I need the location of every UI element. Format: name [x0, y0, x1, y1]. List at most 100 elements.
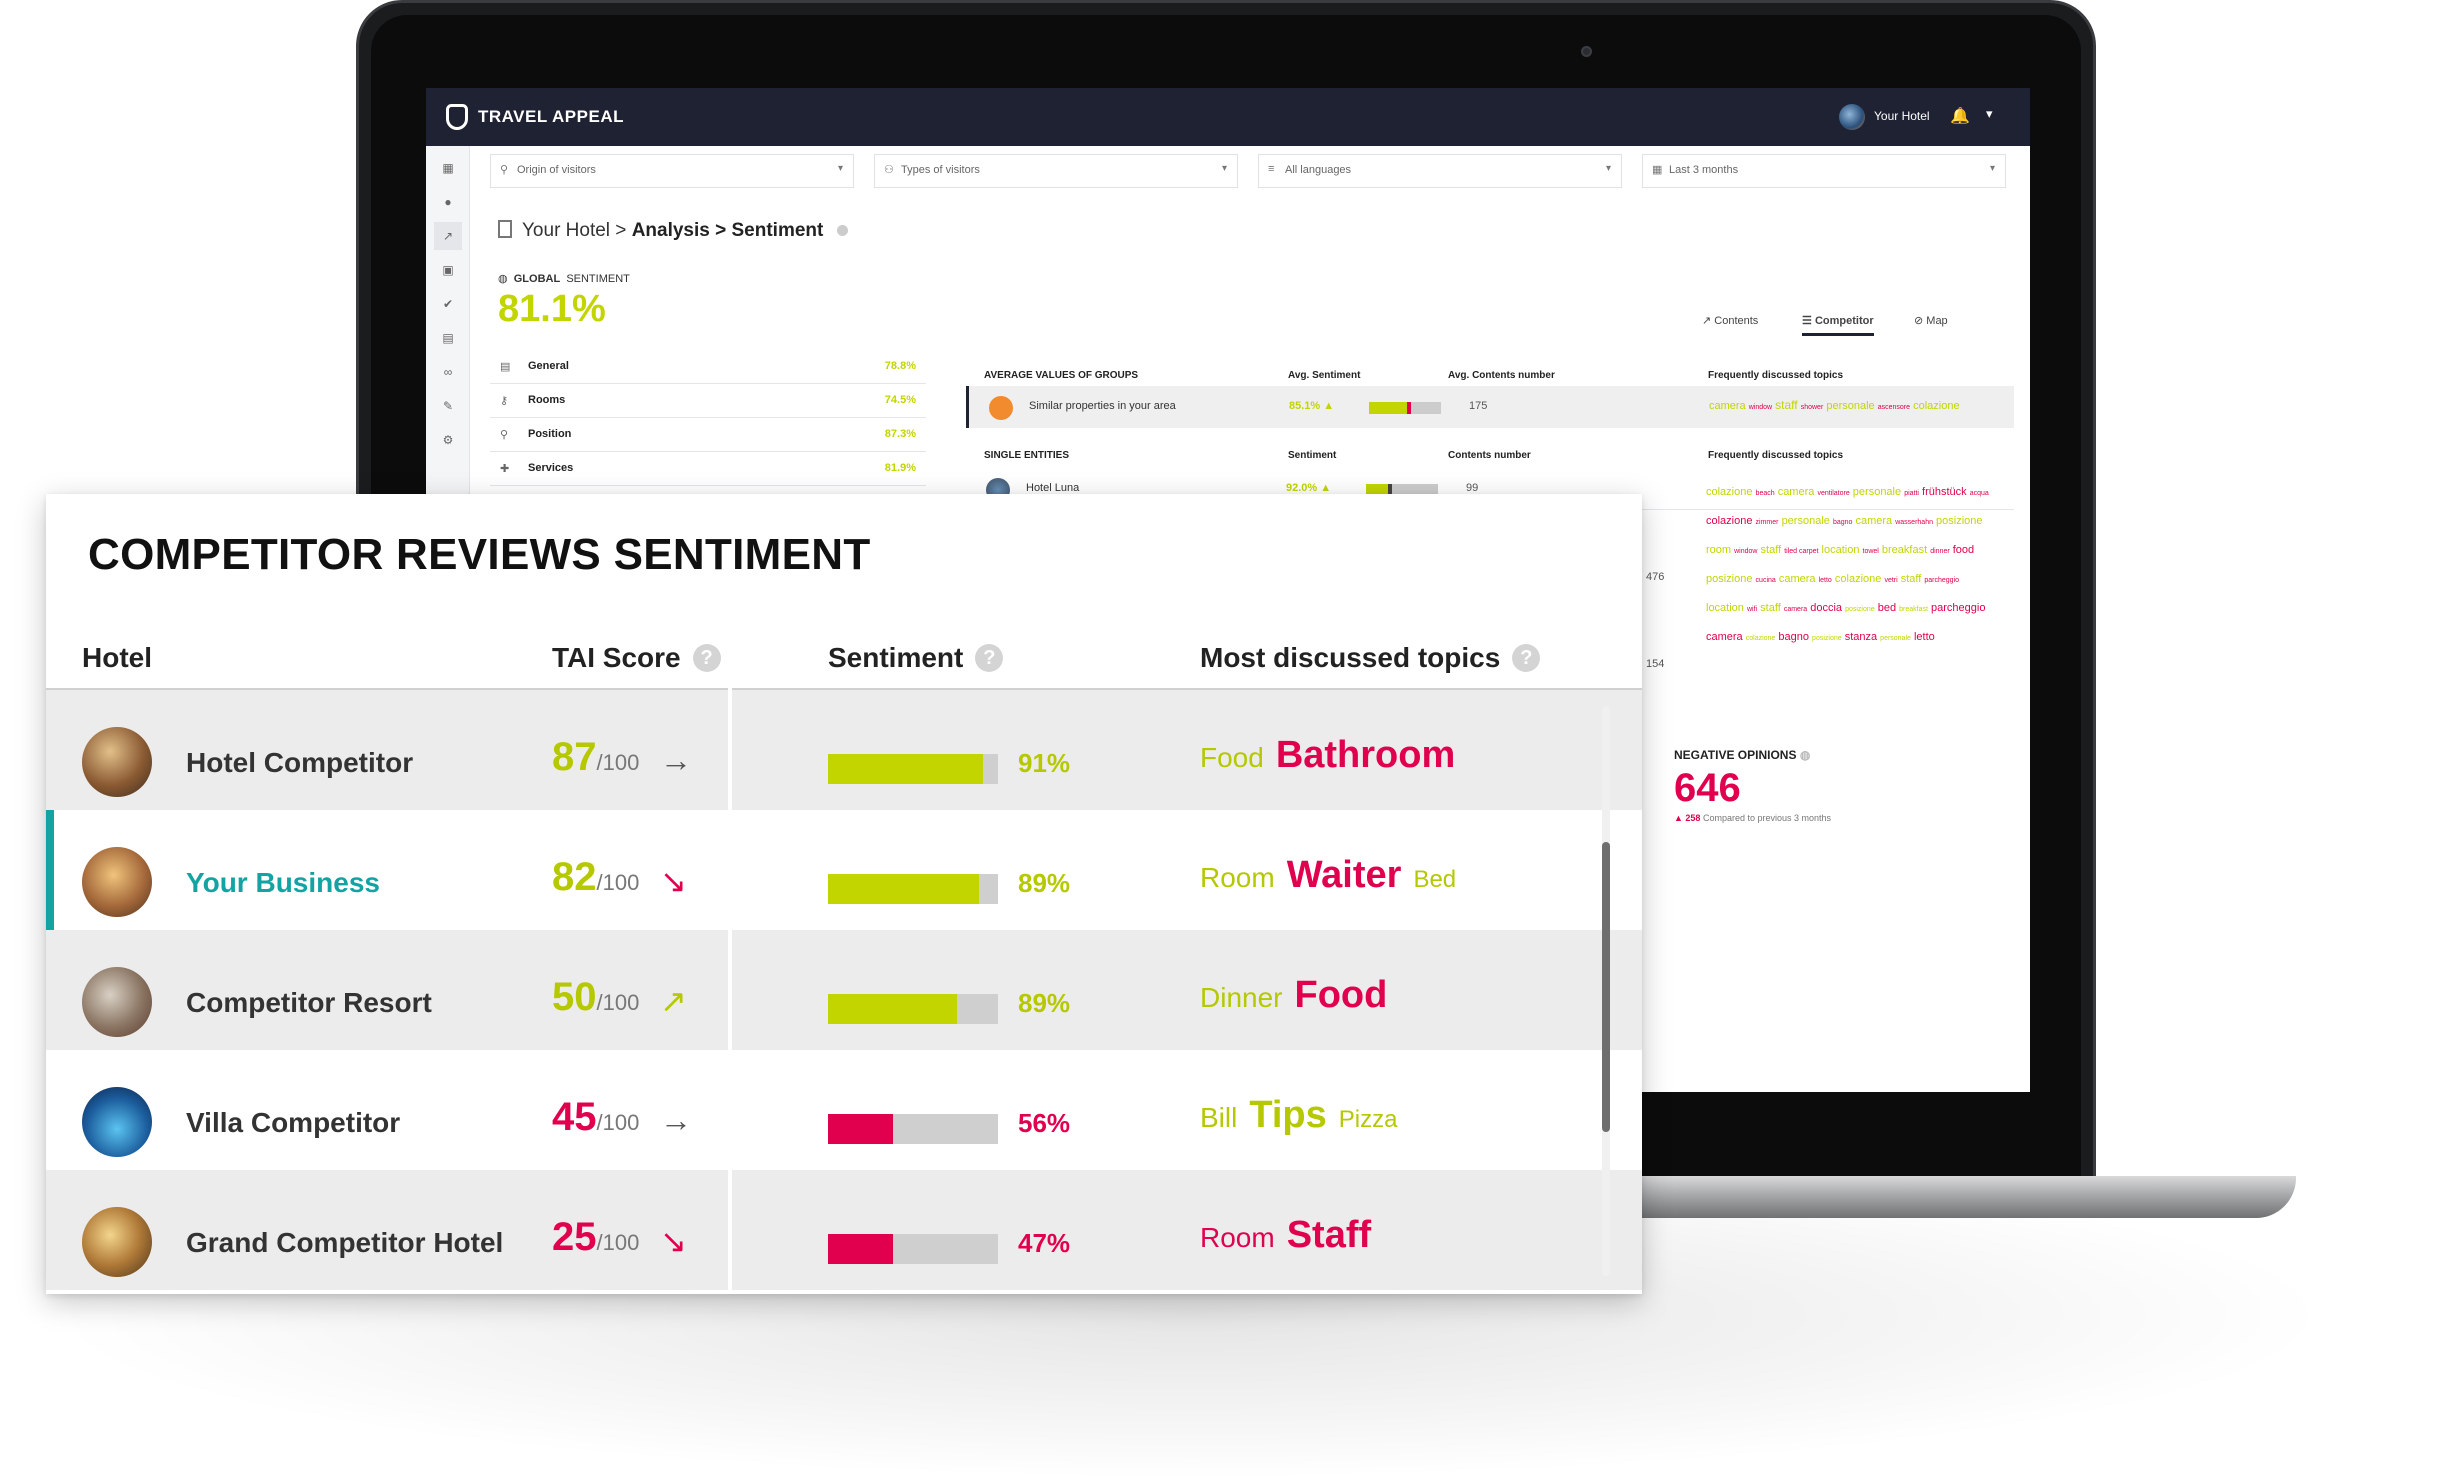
topic-tag[interactable]: letto — [1913, 631, 1935, 643]
topic-tag[interactable]: camera — [1777, 486, 1815, 498]
topic-tag[interactable]: bagno — [1778, 631, 1809, 643]
topic-tag[interactable]: Room — [1200, 862, 1275, 893]
notification-bell-icon[interactable]: 🔔 — [1950, 108, 1970, 125]
topic-tag[interactable]: tiled carpet — [1784, 548, 1819, 555]
topic-tag[interactable]: posizione — [1845, 606, 1875, 613]
topic-tag[interactable]: Pizza — [1338, 1106, 1398, 1133]
topic-tag[interactable]: colazione — [1706, 486, 1753, 498]
help-icon[interactable]: ? — [975, 644, 1004, 672]
topic-tag[interactable]: posizione — [1812, 635, 1842, 642]
table-row[interactable]: Hotel Competitor 87/100 → 91% Food Bathro… — [46, 690, 1642, 810]
topic-tag[interactable]: personale — [1852, 486, 1902, 498]
user-name[interactable]: Your Hotel — [1874, 109, 1930, 123]
topic-tag[interactable]: Room — [1200, 1222, 1275, 1253]
hotel-name[interactable]: Villa Competitor — [186, 1107, 401, 1138]
topic-tag[interactable]: Tips — [1249, 1094, 1327, 1136]
tools-icon[interactable]: ✎ — [442, 399, 454, 413]
topic-tag[interactable]: cucina — [1755, 577, 1776, 584]
topic-tag[interactable]: colazione — [1706, 515, 1753, 527]
topic-tag[interactable]: room — [1706, 544, 1732, 556]
topic-tag[interactable]: bed — [1877, 602, 1897, 614]
topic-tag[interactable]: Waiter — [1286, 854, 1402, 896]
topic-tag[interactable]: staff — [1760, 544, 1782, 556]
topic-tag[interactable]: staff — [1760, 602, 1781, 614]
topic-tag[interactable]: camera — [1855, 515, 1893, 527]
topic-tag[interactable]: colazione — [1834, 573, 1882, 585]
table-row[interactable]: Competitor Resort 50/100 ↗ 89% Dinner Foo… — [46, 930, 1642, 1050]
topic-tag[interactable]: food — [1952, 544, 1975, 556]
list-item[interactable]: ⚲ Position 87.3% — [490, 418, 926, 452]
breadcrumb-root[interactable]: Your Hotel > — [522, 220, 627, 241]
table-row[interactable]: Villa Competitor 45/100 → 56% Bill Tips Pi… — [46, 1050, 1642, 1170]
check-icon[interactable]: ✔ — [442, 297, 454, 311]
document-icon[interactable]: ▤ — [442, 331, 454, 345]
help-icon[interactable]: ◍ — [1799, 748, 1811, 762]
list-item[interactable]: ✚ Services 81.9% — [490, 452, 926, 486]
scrollbar-thumb[interactable] — [1602, 842, 1610, 1132]
topic-tag[interactable]: Bill — [1200, 1102, 1238, 1133]
topic-tag[interactable]: acqua — [1969, 490, 1989, 497]
topic-tag[interactable]: breakfast — [1881, 544, 1928, 556]
hotel-name[interactable]: Competitor Resort — [186, 987, 432, 1018]
topic-tag[interactable]: letto — [1818, 577, 1832, 584]
topic-tag[interactable]: Food — [1294, 974, 1388, 1016]
filter-visitor-types[interactable]: ⚇ Types of visitors ▾ — [874, 154, 1238, 188]
help-icon[interactable]: ? — [692, 644, 721, 672]
hotel-name[interactable]: Grand Competitor Hotel — [186, 1227, 504, 1258]
settings-icon[interactable]: ⚙ — [442, 433, 454, 447]
help-icon[interactable]: ? — [1512, 644, 1541, 672]
travel-appeal-logo-icon[interactable] — [446, 104, 468, 130]
topic-tag[interactable]: doccia — [1810, 602, 1843, 614]
topic-tag[interactable]: camera — [1706, 631, 1743, 643]
table-row[interactable]: Grand Competitor Hotel 25/100 ↘ 47% Room… — [46, 1170, 1642, 1290]
hotel-name[interactable]: Hotel Competitor — [186, 747, 414, 778]
topic-tag[interactable]: vetri — [1884, 577, 1898, 584]
topic-tag[interactable]: piatti — [1904, 490, 1919, 497]
link-icon[interactable]: ∞ — [443, 365, 453, 379]
topic-tag[interactable]: Bed — [1413, 866, 1457, 893]
topic-tag[interactable]: wasserhahn — [1895, 519, 1933, 526]
topic-tag[interactable]: breakfast — [1899, 606, 1928, 613]
photo-icon[interactable]: ▣ — [442, 263, 454, 277]
group-row[interactable]: Similar properties in your area 85.1% ▲ … — [966, 386, 2014, 428]
filter-date-range[interactable]: ▦ Last 3 months ▾ — [1642, 154, 2006, 188]
filter-languages[interactable]: ≡ All languages ▾ — [1258, 154, 1622, 188]
topic-tag[interactable]: parcheggio — [1931, 602, 1986, 614]
topic-tag[interactable]: zimmer — [1755, 519, 1779, 526]
table-row[interactable]: Your Business 82/100 ↘ 89% Room Waiter Bed — [46, 810, 1642, 930]
topic-tag[interactable]: Dinner — [1200, 982, 1283, 1013]
chat-icon[interactable]: ● — [444, 195, 452, 209]
topic-tag[interactable]: colazione — [1745, 635, 1776, 642]
topic-tag[interactable]: Staff — [1286, 1214, 1372, 1256]
topic-tag[interactable]: posizione — [1706, 573, 1753, 585]
filter-origin[interactable]: ⚲ Origin of visitors ▾ — [490, 154, 854, 188]
topic-tag[interactable]: camera — [1783, 606, 1808, 613]
topic-tag[interactable]: location — [1821, 544, 1860, 556]
user-menu-chevron-icon[interactable]: ▾ — [1986, 106, 1993, 121]
user-avatar[interactable] — [1839, 104, 1865, 130]
tab-competitor[interactable]: ☰ Competitor — [1802, 314, 1874, 336]
topic-tag[interactable]: staff — [1900, 573, 1922, 585]
topic-tag[interactable]: Bathroom — [1275, 734, 1456, 776]
topic-tag[interactable]: parcheggio — [1924, 577, 1960, 584]
topic-tag[interactable]: dinner — [1930, 548, 1950, 555]
list-item[interactable]: ⚷ Rooms 74.5% — [490, 384, 926, 418]
analysis-chart-icon[interactable]: ↗ — [434, 222, 462, 250]
topic-tag[interactable]: personale — [1880, 635, 1911, 642]
topic-tag[interactable]: beach — [1755, 490, 1775, 497]
topic-tag[interactable]: towel — [1862, 548, 1879, 555]
grid-icon[interactable]: ▦ — [442, 161, 454, 175]
topic-tag[interactable]: location — [1706, 602, 1744, 614]
topic-tag[interactable]: ventilatore — [1817, 490, 1850, 497]
app-logo-text[interactable]: TRAVEL APPEAL — [478, 107, 624, 126]
tab-contents[interactable]: ↗ Contents — [1702, 315, 1759, 327]
topic-tag[interactable]: personale — [1781, 515, 1830, 527]
tab-map[interactable]: ⊘ Map — [1914, 315, 1948, 327]
topic-tag[interactable]: frühstück — [1922, 486, 1967, 498]
topic-tag[interactable]: stanza — [1844, 631, 1878, 643]
hotel-name[interactable]: Your Business — [186, 867, 380, 898]
help-icon[interactable] — [836, 225, 848, 236]
topic-tag[interactable]: posizione — [1936, 515, 1983, 527]
topic-tag[interactable]: camera — [1778, 573, 1816, 585]
topic-tag[interactable]: bagno — [1832, 519, 1853, 526]
